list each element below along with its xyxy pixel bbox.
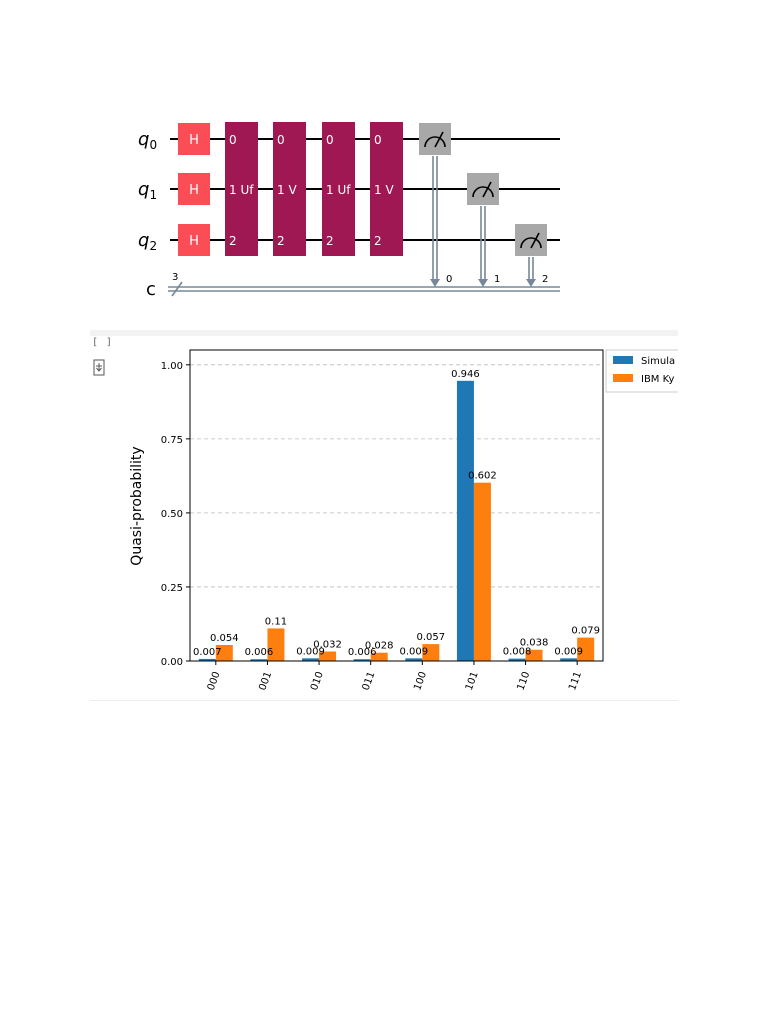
svg-text:1 V: 1 V (277, 183, 297, 197)
svg-text:0: 0 (374, 133, 382, 147)
bar-value-label: 0.009 (554, 646, 583, 657)
x-tick-label: 011 (361, 670, 378, 692)
meter-icon (472, 186, 494, 198)
bar-value-label: 0.008 (503, 647, 532, 658)
x-tick-label: 111 (567, 670, 584, 692)
bar-value-label: 0.057 (416, 632, 445, 643)
cell-bottom-border (90, 700, 678, 701)
bar-hardware (267, 628, 285, 661)
classical-label: c (146, 279, 156, 300)
quantum-circuit-diagram: 3 q0 q1 q2 c H H H 0 1 Uf 2 0 1 V 2 0 1 … (138, 122, 560, 300)
bar-value-label: 0.006 (245, 647, 274, 658)
bar-simulator (508, 658, 526, 661)
classical-bundle-slash (171, 281, 183, 297)
h-gate-q1: H (178, 173, 210, 205)
x-tick-label: 010 (309, 670, 326, 692)
bar-value-label: 0.032 (313, 640, 342, 651)
output-toggle-icon[interactable] (92, 357, 106, 381)
bar-value-label: 0.006 (348, 647, 377, 658)
svg-text:H: H (189, 234, 199, 249)
svg-text:0: 0 (277, 133, 285, 147)
x-tick-label: 110 (516, 670, 533, 692)
bar-hardware (525, 649, 543, 661)
bar-hardware (215, 645, 233, 661)
qubit-label-q1: q1 (138, 179, 157, 202)
measure-bit-label: 2 (542, 274, 548, 285)
meter-icon (424, 136, 446, 148)
measure-q0: 0 (419, 123, 452, 287)
h-gate-q0: H (178, 123, 210, 155)
x-tick-label: 000 (206, 670, 223, 692)
svg-text:1 V: 1 V (374, 183, 394, 197)
bar-hardware (473, 482, 491, 661)
bar-simulator (198, 658, 216, 661)
measure-q1: 1 (467, 173, 500, 287)
svg-text:0: 0 (326, 133, 334, 147)
bar-value-label: 0.946 (451, 369, 480, 380)
oracle-gate-2: 0 1 Uf 2 (322, 122, 355, 256)
bar-value-label: 0.009 (399, 646, 428, 657)
bar-value-label: 0.009 (296, 646, 325, 657)
legend-label-simulator: Simula (641, 356, 675, 367)
y-tick-label: 0.75 (161, 435, 183, 446)
measure-bit-label: 0 (446, 274, 452, 285)
qubit-label-q0: q0 (138, 129, 157, 152)
h-gate-q2: H (178, 224, 210, 256)
svg-text:2: 2 (277, 234, 285, 248)
bar-hardware (577, 637, 595, 661)
bar-value-label: 0.054 (210, 633, 239, 644)
diffuser-gate-2: 0 1 V 2 (370, 122, 403, 256)
x-tick-label: 101 (464, 670, 481, 692)
legend-swatch-simulator (613, 356, 633, 364)
oracle-gate-1: 0 1 Uf 2 (225, 122, 258, 256)
bar-value-label: 0.602 (468, 471, 497, 482)
cell-divider (90, 330, 678, 336)
legend-swatch-hardware (613, 374, 633, 382)
meter-icon (520, 237, 542, 249)
x-tick-label: 001 (257, 670, 274, 692)
measure-bit-label: 1 (494, 274, 500, 285)
bar-simulator (560, 658, 578, 661)
bar-hardware (370, 652, 388, 661)
svg-text:2: 2 (229, 234, 237, 248)
measure-q2: 2 (515, 224, 548, 287)
svg-text:2: 2 (326, 234, 334, 248)
bar-value-label: 0.007 (193, 647, 222, 658)
y-tick-label: 0.50 (161, 509, 183, 520)
plot-frame (189, 349, 604, 662)
bar-value-label: 0.028 (365, 641, 394, 652)
y-tick-label: 1.00 (161, 361, 183, 372)
bar-simulator (456, 380, 474, 661)
y-tick-label: 0.00 (161, 657, 183, 668)
svg-text:0: 0 (229, 133, 237, 147)
svg-text:2: 2 (374, 234, 382, 248)
svg-text:H: H (189, 133, 199, 148)
cell-prompt: [ ] (92, 337, 114, 348)
y-axis-label: Quasi-probability (129, 446, 145, 565)
bar-simulator (353, 659, 371, 661)
x-tick-label: 100 (412, 670, 429, 692)
bar-simulator (302, 658, 320, 661)
legend-label-hardware: IBM Ky (641, 374, 674, 385)
svg-text:1 Uf: 1 Uf (229, 183, 254, 197)
svg-text:H: H (189, 183, 199, 198)
quasi-probability-histogram: 0.0070.0540.0060.110.0090.0320.0060.0280… (129, 349, 678, 692)
diffuser-gate-1: 0 1 V 2 (273, 122, 306, 256)
bar-value-label: 0.038 (520, 638, 549, 649)
bar-hardware (422, 644, 440, 661)
qubit-label-q2: q2 (138, 230, 157, 253)
svg-text:1 Uf: 1 Uf (326, 183, 351, 197)
bar-value-label: 0.11 (265, 616, 287, 627)
legend: Simula IBM Ky (605, 349, 678, 393)
bar-simulator (250, 659, 268, 661)
classical-width-label: 3 (172, 272, 178, 283)
bar-simulator (405, 658, 423, 661)
bar-value-label: 0.079 (571, 626, 600, 637)
y-tick-label: 0.25 (161, 583, 183, 594)
bar-hardware (319, 651, 337, 661)
